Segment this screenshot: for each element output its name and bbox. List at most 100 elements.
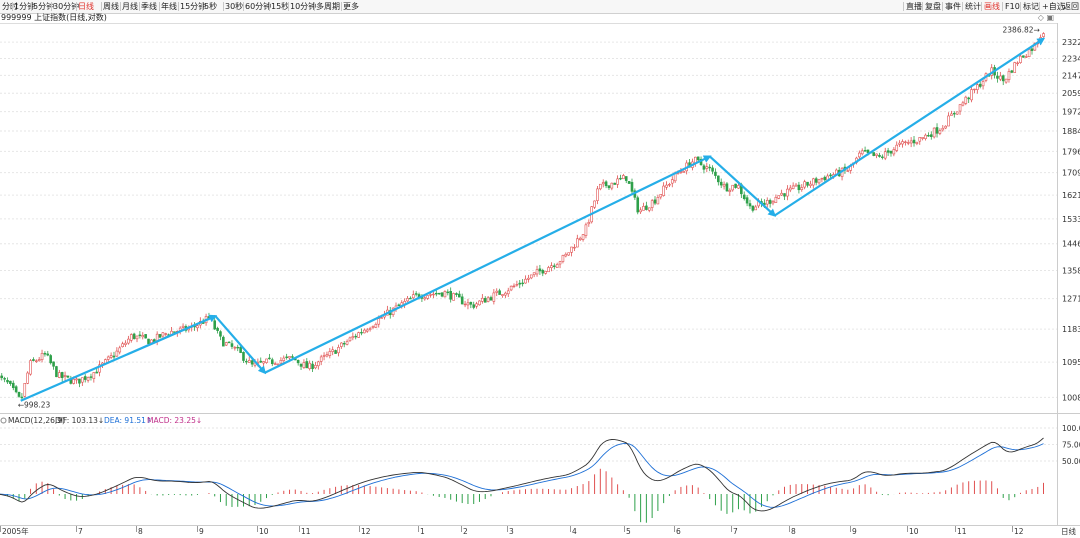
- candle-body: [147, 338, 150, 345]
- tool-8-button[interactable]: 返回: [1063, 2, 1079, 11]
- price-tick-label: 1358: [1062, 266, 1080, 275]
- candle-body: [973, 88, 976, 91]
- price-tick-label: 2234: [1062, 55, 1080, 64]
- trend-arrows: [20, 37, 1046, 402]
- candle-body: [285, 356, 288, 358]
- period-15-button[interactable]: 多周期: [316, 2, 340, 11]
- period-16-button[interactable]: 更多: [343, 2, 359, 11]
- candle-body: [233, 347, 237, 349]
- candle-body: [466, 302, 470, 306]
- candle-body: [806, 181, 809, 186]
- candle-body: [892, 149, 896, 155]
- candle-body: [613, 182, 617, 185]
- candle-body: [981, 81, 985, 87]
- candle-body: [181, 325, 185, 328]
- candle-body: [492, 292, 496, 302]
- candlesticks: [0, 32, 1045, 400]
- candle-body: [495, 290, 499, 293]
- time-tick-label: 8: [138, 527, 143, 536]
- period-0-button[interactable]: 分时: [2, 2, 18, 11]
- candle-body: [619, 177, 622, 180]
- period-11-button[interactable]: 30秒: [225, 2, 244, 11]
- period-9-button[interactable]: 15分钟: [180, 2, 207, 11]
- period-3-button[interactable]: 30分钟: [53, 2, 80, 11]
- toolbar-divider: [942, 2, 943, 11]
- toolbar-divider: [962, 2, 963, 11]
- candle-body: [279, 359, 283, 364]
- macd-panel: MACD(12,26,9)DIF: 103.13↓ DEA: 91.51↑MACD…: [0, 416, 1080, 523]
- price-tick-label: 1183: [1062, 325, 1080, 334]
- candle-body: [11, 382, 15, 389]
- candle-body: [515, 284, 519, 286]
- candle-body: [49, 355, 52, 364]
- candle-body: [518, 282, 522, 285]
- candle-body: [95, 371, 99, 374]
- candle-body: [72, 378, 75, 384]
- chart-title: 999999 上证指数(日线,对数): [1, 13, 107, 22]
- period-13-button[interactable]: 15秒: [271, 2, 290, 11]
- candle-body: [561, 255, 565, 262]
- candle-body: [929, 134, 933, 137]
- candle-body: [512, 285, 516, 288]
- period-5-button[interactable]: 周线: [103, 2, 119, 11]
- candle-body: [242, 352, 245, 361]
- candle-body: [411, 294, 415, 299]
- candle-body: [63, 375, 67, 377]
- candle-body: [904, 141, 907, 143]
- candle-body: [535, 269, 539, 275]
- trend-arrow: [264, 155, 712, 374]
- period-6-button[interactable]: 月线: [122, 2, 138, 11]
- period-2-button[interactable]: 5分钟: [33, 2, 55, 11]
- candle-body: [708, 166, 711, 169]
- tool-6-button[interactable]: 标记: [1023, 2, 1039, 11]
- candle-body: [918, 137, 922, 142]
- period-14-button[interactable]: 10分钟: [290, 2, 317, 11]
- diamond-icon[interactable]: ◇: [1037, 13, 1044, 22]
- candle-body: [273, 363, 277, 365]
- period-7-button[interactable]: 季线: [141, 2, 157, 11]
- candle-body: [305, 361, 309, 369]
- window-controls: ◇ ▣: [1038, 13, 1054, 22]
- period-8-button[interactable]: 年线: [161, 2, 177, 11]
- tool-0-button[interactable]: 直播: [906, 2, 922, 11]
- candle-body: [555, 264, 559, 268]
- candle-body: [996, 75, 999, 79]
- period-indicator[interactable]: 日线: [1061, 526, 1077, 536]
- tool-5-button[interactable]: F10: [1005, 2, 1020, 11]
- candle-body: [452, 293, 455, 301]
- candle-body: [584, 224, 588, 236]
- candle-body: [506, 290, 510, 295]
- candle-body: [363, 329, 366, 334]
- high-price-label: 2386.82→: [1003, 25, 1040, 34]
- candle-body: [909, 140, 913, 144]
- candle-body: [1019, 55, 1022, 63]
- candle-body: [653, 199, 657, 204]
- candle-body: [886, 150, 890, 153]
- candle-body: [265, 358, 268, 363]
- candle-body: [498, 290, 501, 295]
- candle-body: [642, 206, 645, 211]
- period-1-button[interactable]: 1分钟: [14, 2, 36, 11]
- period-toolbar: 分时 1分钟 5分钟 30分钟 日线 周线 月线 季线 年线 15分钟 5秒 30秒 60分钟 15秒 10…: [0, 0, 1080, 14]
- tool-3-button[interactable]: 统计: [965, 2, 981, 11]
- candle-body: [932, 127, 936, 138]
- candle-body: [342, 343, 346, 345]
- candle-body: [970, 89, 973, 101]
- candle-body: [823, 176, 827, 181]
- tool-1-button[interactable]: 复盘: [925, 2, 941, 11]
- candle-body: [745, 197, 749, 204]
- period-12-button[interactable]: 60分钟: [245, 2, 272, 11]
- candle-body: [714, 171, 717, 176]
- tool-2-button[interactable]: 事件: [945, 2, 961, 11]
- price-tick-label: 1095: [1062, 358, 1080, 367]
- toolbar-divider: [341, 2, 342, 11]
- candle-body: [737, 185, 740, 189]
- period-10-button[interactable]: 5秒: [204, 2, 218, 11]
- restore-icon[interactable]: ▣: [1046, 13, 1054, 22]
- tool-4-button[interactable]: 画线: [984, 2, 1000, 11]
- period-4-button[interactable]: 日线: [78, 2, 94, 11]
- tool-7-button[interactable]: +自选: [1042, 2, 1065, 11]
- time-tick-label: 2: [463, 527, 468, 536]
- candle-body: [734, 183, 737, 188]
